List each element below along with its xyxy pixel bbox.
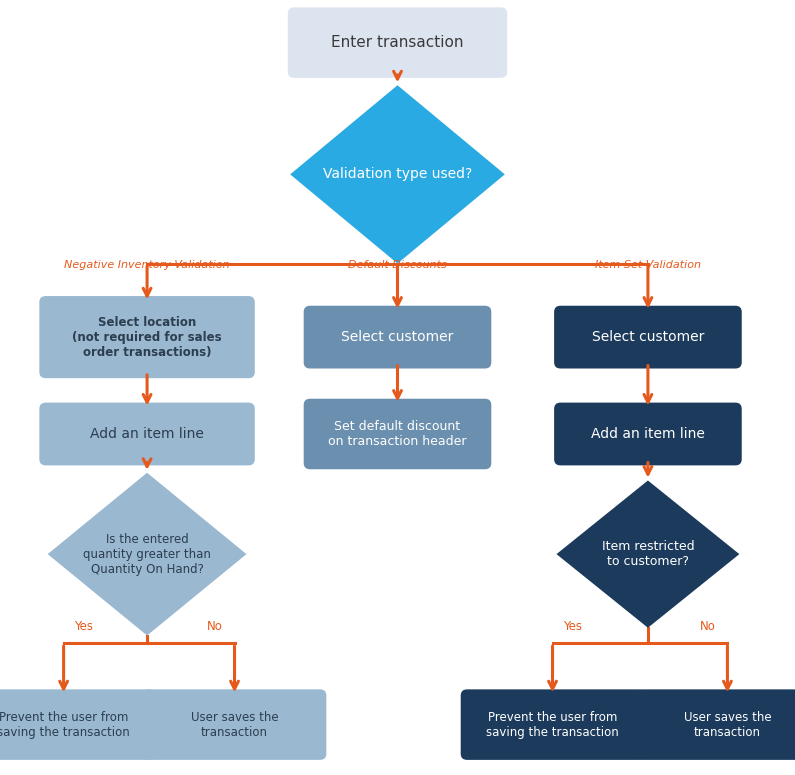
FancyBboxPatch shape — [554, 403, 742, 465]
FancyBboxPatch shape — [142, 690, 326, 760]
FancyBboxPatch shape — [635, 690, 795, 760]
FancyBboxPatch shape — [304, 398, 491, 469]
Text: Set default discount
on transaction header: Set default discount on transaction head… — [328, 420, 467, 448]
Polygon shape — [48, 473, 246, 636]
Text: Yes: Yes — [563, 620, 582, 633]
Text: Negative Inventory Validation: Negative Inventory Validation — [64, 260, 230, 270]
Text: No: No — [700, 620, 716, 633]
Text: Yes: Yes — [74, 620, 93, 633]
Text: No: No — [207, 620, 223, 633]
Text: Enter transaction: Enter transaction — [332, 35, 463, 50]
FancyBboxPatch shape — [39, 403, 254, 465]
Text: Item restricted
to customer?: Item restricted to customer? — [602, 540, 694, 568]
FancyBboxPatch shape — [288, 8, 507, 78]
Text: User saves the
transaction: User saves the transaction — [684, 711, 771, 739]
FancyBboxPatch shape — [39, 296, 254, 378]
Text: Is the entered
quantity greater than
Quantity On Hand?: Is the entered quantity greater than Qua… — [83, 532, 211, 576]
Text: Select customer: Select customer — [341, 330, 454, 344]
FancyBboxPatch shape — [0, 690, 155, 760]
Text: Prevent the user from
saving the transaction: Prevent the user from saving the transac… — [487, 711, 619, 739]
Text: Add an item line: Add an item line — [90, 427, 204, 441]
FancyBboxPatch shape — [460, 690, 644, 760]
FancyBboxPatch shape — [304, 306, 491, 369]
Text: Validation type used?: Validation type used? — [323, 167, 472, 181]
Text: Item Set Validation: Item Set Validation — [595, 260, 701, 270]
Text: Default Discounts: Default Discounts — [348, 260, 447, 270]
Polygon shape — [556, 480, 739, 628]
Text: Select location
(not required for sales
order transactions): Select location (not required for sales … — [72, 315, 222, 359]
Polygon shape — [290, 85, 505, 264]
Text: Add an item line: Add an item line — [591, 427, 705, 441]
Text: Select customer: Select customer — [591, 330, 704, 344]
Text: User saves the
transaction: User saves the transaction — [191, 711, 278, 739]
FancyBboxPatch shape — [554, 306, 742, 369]
Text: Prevent the user from
saving the transaction: Prevent the user from saving the transac… — [0, 711, 130, 739]
